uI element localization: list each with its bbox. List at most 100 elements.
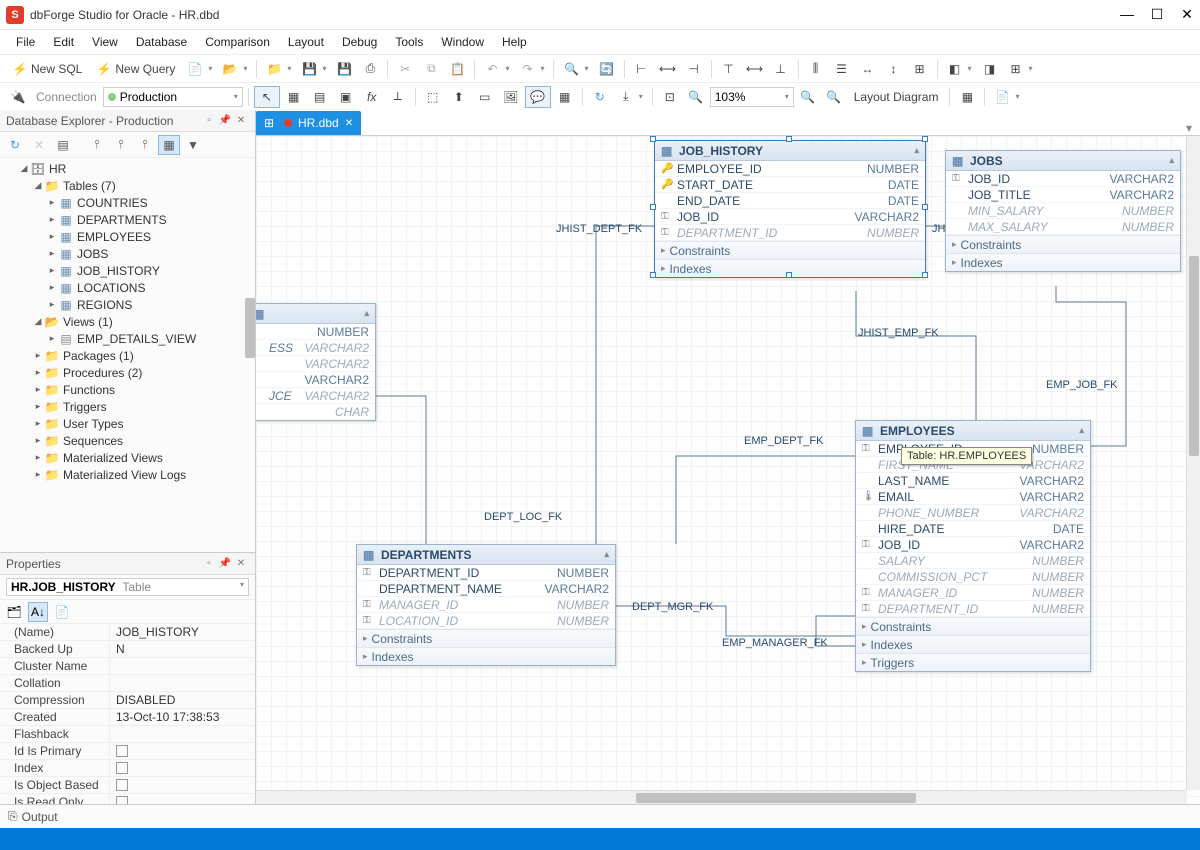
zoom-fit-button[interactable]: ⊡ bbox=[658, 86, 682, 108]
menu-view[interactable]: View bbox=[84, 32, 126, 52]
entity-section[interactable]: Constraints bbox=[856, 617, 1090, 635]
same-h-button[interactable]: ↕ bbox=[882, 58, 906, 80]
same-size-button[interactable]: ⊞ bbox=[908, 58, 932, 80]
paste-button[interactable]: 📋 bbox=[445, 58, 469, 80]
connection-selector[interactable]: Production ▾ bbox=[103, 87, 243, 107]
group-button[interactable]: ⊞ bbox=[1004, 58, 1037, 80]
proc-tool[interactable]: ▣ bbox=[334, 86, 358, 108]
zoom-out-button[interactable]: 🔍 bbox=[822, 86, 846, 108]
distribute-h-button[interactable]: ⫼ bbox=[804, 58, 828, 80]
tree-table-item[interactable]: ▸▦JOBS bbox=[0, 245, 255, 262]
minimize-button[interactable]: — bbox=[1120, 6, 1134, 23]
tree-table-item[interactable]: ▸▦REGIONS bbox=[0, 296, 255, 313]
tree-folder-item[interactable]: ▸📁Procedures (2) bbox=[0, 364, 255, 381]
collapse-icon[interactable]: ▴ bbox=[604, 549, 609, 560]
zoom-selector[interactable]: 103%▾ bbox=[710, 87, 794, 107]
panel-dock-button[interactable]: ▫ bbox=[201, 115, 217, 126]
same-w-button[interactable]: ↔ bbox=[856, 58, 880, 80]
fx-tool[interactable]: fx bbox=[360, 86, 384, 108]
region-tool[interactable]: ▦ bbox=[553, 86, 577, 108]
zoom-in-button[interactable]: 🔍 bbox=[796, 86, 820, 108]
collapse-icon[interactable]: ▴ bbox=[914, 145, 919, 156]
property-row[interactable]: Flashback Archiv... bbox=[0, 726, 255, 743]
menu-help[interactable]: Help bbox=[494, 32, 535, 52]
menu-layout[interactable]: Layout bbox=[280, 32, 332, 52]
exp-filter1-button[interactable]: ⫯ bbox=[86, 135, 108, 155]
diagram-canvas[interactable]: JHIST_DEPT_FK JHIST_JOB_FK JHIST_EMP_FK … bbox=[256, 136, 1200, 804]
prop-pin-button[interactable]: 📌 bbox=[217, 558, 233, 569]
close-button[interactable]: ✕ bbox=[1180, 6, 1194, 23]
relation-tool[interactable]: ⟂ bbox=[386, 86, 410, 108]
exp-delete-button[interactable]: ✕ bbox=[28, 135, 50, 155]
entity-section[interactable]: Constraints bbox=[357, 629, 615, 647]
pointer-tool[interactable]: ↖ bbox=[254, 86, 280, 108]
properties-grid[interactable]: (Name)JOB_HISTORYBacked UpNCluster NameC… bbox=[0, 624, 255, 804]
menu-file[interactable]: File bbox=[8, 32, 43, 52]
menu-comparison[interactable]: Comparison bbox=[197, 32, 278, 52]
exp-funnel-button[interactable]: ▼ bbox=[182, 135, 204, 155]
prop-alpha-button[interactable]: A↓ bbox=[28, 602, 48, 622]
align-middle-button[interactable]: ⟷ bbox=[743, 58, 767, 80]
property-row[interactable]: (Name)JOB_HISTORY bbox=[0, 624, 255, 641]
entity-section[interactable]: Triggers bbox=[856, 653, 1090, 671]
menu-database[interactable]: Database bbox=[128, 32, 195, 52]
exp-new-button[interactable]: ▤ bbox=[52, 135, 74, 155]
exp-filter3-button[interactable]: ⫯ bbox=[134, 135, 156, 155]
new-query-button[interactable]: ⚡New Query bbox=[90, 58, 181, 80]
diagram-opts-button[interactable]: ▦ bbox=[955, 86, 979, 108]
property-row[interactable]: Is Read Only bbox=[0, 794, 255, 804]
property-row[interactable]: Cluster Name bbox=[0, 658, 255, 675]
property-row[interactable]: Backed UpN bbox=[0, 641, 255, 658]
image-tool[interactable]: 🖼 bbox=[499, 86, 523, 108]
collapse-icon[interactable]: ▴ bbox=[1169, 155, 1174, 166]
collapse-icon[interactable]: ▴ bbox=[1079, 425, 1084, 436]
entity-section[interactable]: Indexes bbox=[856, 635, 1090, 653]
align-center-button[interactable]: ⟷ bbox=[656, 58, 680, 80]
canvas-vscroll[interactable] bbox=[1186, 136, 1200, 790]
panel-pin-button[interactable]: 📌 bbox=[217, 115, 233, 126]
tree-scrollbar[interactable] bbox=[245, 298, 255, 358]
recent-button[interactable]: 📁 bbox=[262, 58, 295, 80]
find-button[interactable]: 🔍 bbox=[559, 58, 592, 80]
property-row[interactable]: Collation bbox=[0, 675, 255, 692]
exp-view-button[interactable]: ▦ bbox=[158, 135, 180, 155]
new-doc-button[interactable]: 📄 bbox=[183, 58, 216, 80]
open-button[interactable]: 📂 bbox=[218, 58, 251, 80]
entity-departments[interactable]: ▦DEPARTMENTS▴⚿DEPARTMENT_IDNUMBERDEPARTM… bbox=[356, 544, 616, 666]
tab-close-button[interactable]: ✕ bbox=[345, 118, 353, 129]
exp-filter2-button[interactable]: ⫯ bbox=[110, 135, 132, 155]
tree-folder-item[interactable]: ▸📁Triggers bbox=[0, 398, 255, 415]
replace-button[interactable]: 🔄 bbox=[595, 58, 619, 80]
new-sql-button[interactable]: ⚡New SQL bbox=[6, 58, 88, 80]
entity-job_history[interactable]: ▦JOB_HISTORY▴🔑EMPLOYEE_IDNUMBER🔑START_DA… bbox=[654, 140, 926, 278]
save-all-button[interactable]: 💾 bbox=[332, 58, 356, 80]
bring-front-button[interactable]: ◧ bbox=[943, 58, 976, 80]
table-tool[interactable]: ▦ bbox=[282, 86, 306, 108]
tree-table-item[interactable]: ▸▦COUNTRIES bbox=[0, 194, 255, 211]
stamp-tool[interactable]: ⬆ bbox=[447, 86, 471, 108]
refresh-button[interactable]: ↻ bbox=[588, 86, 612, 108]
align-right-button[interactable]: ⊣ bbox=[682, 58, 706, 80]
save-button[interactable]: 💾 bbox=[297, 58, 330, 80]
property-row[interactable]: CompressionDISABLED bbox=[0, 692, 255, 709]
property-row[interactable]: Index Organized bbox=[0, 760, 255, 777]
entity-section[interactable]: Indexes bbox=[655, 259, 925, 277]
tree-table-item[interactable]: ▸▦LOCATIONS bbox=[0, 279, 255, 296]
cut-button[interactable]: ✂ bbox=[393, 58, 417, 80]
menu-debug[interactable]: Debug bbox=[334, 32, 385, 52]
entity-partial[interactable]: ▦▴NUMBERESSVARCHAR2VARCHAR2VARCHAR2JCEVA… bbox=[256, 303, 376, 421]
tree-table-item[interactable]: ▸▦JOB_HISTORY bbox=[0, 262, 255, 279]
entity-section[interactable]: Indexes bbox=[357, 647, 615, 665]
tree-table-item[interactable]: ▸▦EMPLOYEES bbox=[0, 228, 255, 245]
output-bar[interactable]: ⎘ Output bbox=[0, 804, 1200, 828]
tree-folder-item[interactable]: ▸📁Sequences bbox=[0, 432, 255, 449]
canvas-hscroll[interactable] bbox=[256, 790, 1186, 804]
prop-dock-button[interactable]: ▫ bbox=[201, 558, 217, 569]
text-tool[interactable]: 💬 bbox=[525, 86, 551, 108]
tab-overflow-button[interactable]: ▾ bbox=[1178, 121, 1200, 135]
export-button[interactable]: ⤓ bbox=[614, 86, 647, 108]
tree-table-item[interactable]: ▸▦DEPARTMENTS bbox=[0, 211, 255, 228]
property-row[interactable]: Is Object Based ... bbox=[0, 777, 255, 794]
properties-context-selector[interactable]: HR.JOB_HISTORY Table ▾ bbox=[6, 578, 249, 596]
property-row[interactable]: Id Is Primary Key bbox=[0, 743, 255, 760]
